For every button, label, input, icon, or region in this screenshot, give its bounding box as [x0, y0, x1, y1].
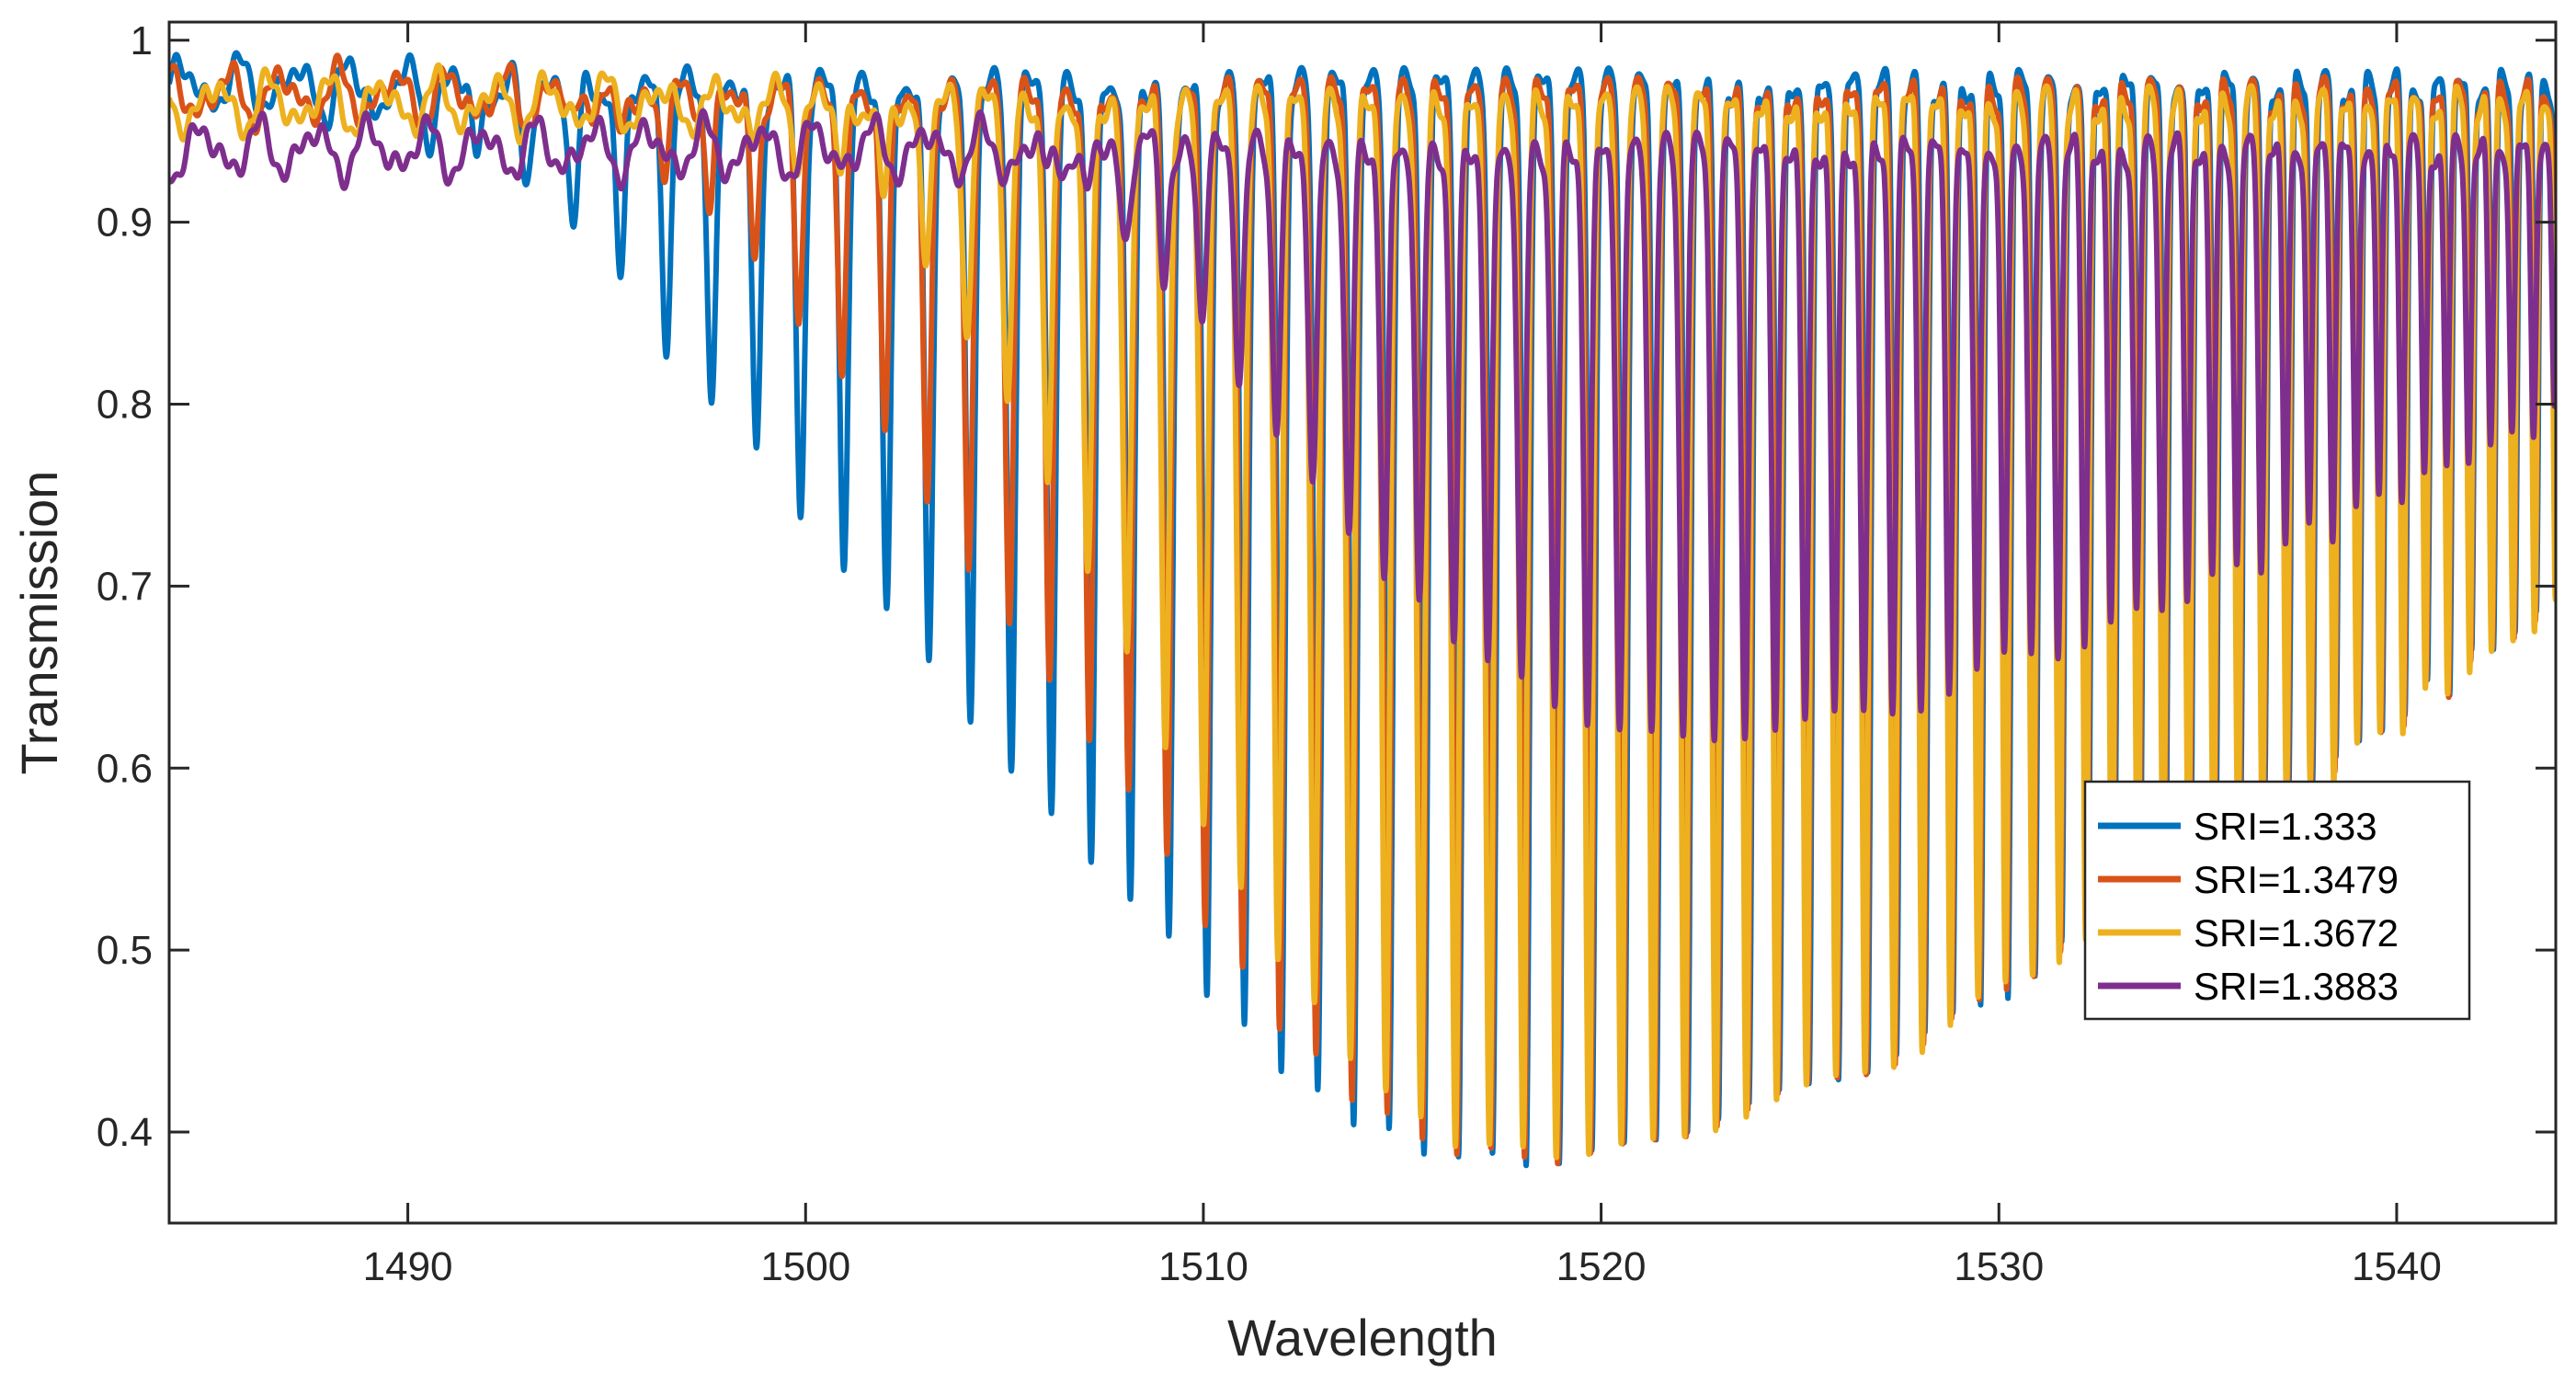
series-3-dip-point	[946, 328, 952, 334]
series-1-dip-point	[592, 575, 598, 580]
series-3-dip-point	[1038, 393, 1043, 398]
legend: SRI=1.333 SRI=1.3479 SRI=1.3672 SRI=1.3883	[2083, 780, 2471, 1021]
series-1-dip-point	[644, 665, 649, 670]
series-2-dip-point	[1038, 1002, 1043, 1008]
series-2-dip-point	[1129, 1057, 1134, 1062]
legend-label-3: SRI=1.3672	[2194, 911, 2399, 955]
series-2-dip-point	[747, 456, 753, 462]
series-1-dip-point	[791, 774, 796, 780]
series-3-dip-point	[1081, 438, 1087, 443]
legend-label-2: SRI=1.3479	[2194, 858, 2399, 901]
series-1-dip-point	[934, 938, 940, 944]
series-3-dip-point	[1351, 1111, 1357, 1116]
series-4-dip-point	[1459, 410, 1465, 416]
plot-frame	[167, 20, 2558, 1225]
x-tick-label: 1520	[1556, 1244, 1647, 1289]
series-2-dip-point	[652, 283, 657, 289]
series-1-dip-point	[838, 856, 844, 862]
y-tick-label: 0.9	[97, 200, 153, 246]
x-tick-label: 1530	[1954, 1244, 2044, 1289]
y-tick-label: 0.6	[97, 746, 153, 791]
legend-label-1: SRI=1.333	[2194, 805, 2377, 848]
series-4-dip-point	[1693, 729, 1699, 735]
y-tick-label: 0.4	[97, 1110, 153, 1155]
series-2-dip-point	[847, 774, 852, 780]
series-4-dip-point	[2016, 838, 2022, 843]
series-2-dip-point	[1081, 1011, 1087, 1016]
series-2-dip-point	[895, 856, 900, 862]
series-1-dip-point	[886, 865, 892, 871]
y-tick-label: 0.7	[97, 564, 153, 609]
series-2-dip-point	[1479, 1148, 1485, 1153]
series-1-dip-point	[441, 283, 447, 289]
series-1-dip-point	[544, 520, 550, 525]
axis-layer: 1490 1500 1510 1520 1530 1540 0.4 0.5 0.6 0.7 0.8 0…	[97, 18, 2556, 1289]
series-4-dip-point	[1372, 383, 1377, 389]
legend-label-4: SRI=1.3883	[2194, 965, 2399, 1008]
series-1-dip-point	[1797, 1029, 1803, 1035]
series-4-dip-point	[1240, 302, 1246, 307]
series-line-4	[169, 108, 2556, 744]
x-tick-label: 1510	[1158, 1244, 1248, 1289]
series-2-dip-point	[938, 947, 943, 953]
series-1-dip-point	[1380, 1142, 1385, 1148]
x-axis-title: Wavelength	[1227, 1309, 1498, 1367]
y-tick-label: 0.5	[97, 928, 153, 973]
series-2-dip-point	[799, 538, 804, 543]
series-3-dip-point	[1519, 1138, 1524, 1144]
series-1-dip-point	[389, 220, 394, 225]
y-tick-label: 0.8	[97, 383, 153, 428]
series-1-dip-point	[2195, 492, 2201, 498]
series-3-dip-point	[1173, 583, 1179, 589]
series-4-dip-point	[1551, 447, 1556, 452]
series-3-dip-point	[990, 347, 996, 352]
y-tick-label: 1	[131, 18, 153, 63]
series-1-dip-point	[739, 765, 745, 771]
x-tick-label: 1540	[2352, 1244, 2442, 1289]
series-2-dip-point	[1312, 1138, 1317, 1144]
series-3-dip-point	[1129, 547, 1134, 553]
x-tick-label: 1500	[760, 1244, 850, 1289]
series-layer	[169, 50, 2556, 1169]
series-4-dip-point	[1738, 765, 1743, 771]
series-4-dip-point	[1602, 529, 1608, 534]
series-3-dip-point	[1813, 1020, 1818, 1025]
series-3-dip-point	[1304, 1057, 1309, 1062]
legend-box	[2083, 780, 2471, 1021]
series-1-dip-point	[691, 683, 697, 689]
series-3-dip-point	[1260, 838, 1266, 843]
y-axis-title: Transmission	[10, 471, 68, 775]
series-2-dip-point	[1177, 1066, 1182, 1071]
series-4-dip-point	[1647, 674, 1652, 680]
series-2-dip-point	[700, 320, 705, 326]
series-1-dip-point	[493, 356, 498, 361]
series-4-dip-point	[1821, 1002, 1827, 1008]
series-3-dip-point	[1216, 683, 1222, 689]
series-4-dip-point	[2219, 456, 2225, 462]
x-tick-label: 1490	[363, 1244, 453, 1289]
